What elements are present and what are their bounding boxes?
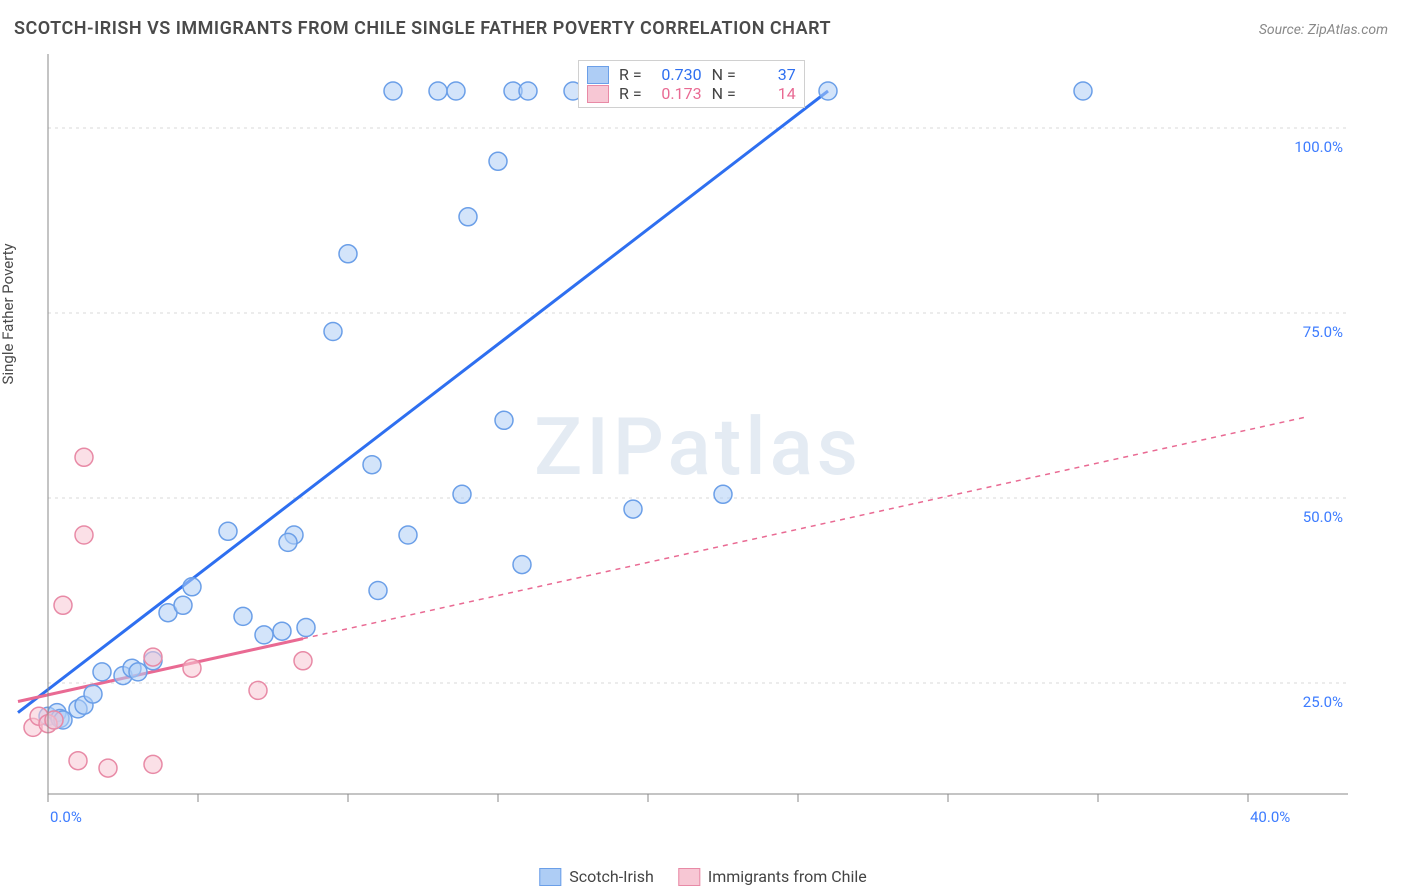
svg-text:0.0%: 0.0% <box>50 808 82 826</box>
stats-row: R = 0.730 N = 37 <box>587 65 796 84</box>
r-value: 0.730 <box>652 65 702 84</box>
source-attribution: Source: ZipAtlas.com <box>1259 22 1388 38</box>
chart-title: SCOTCH-IRISH VS IMMIGRANTS FROM CHILE SI… <box>14 18 831 39</box>
stats-legend: R = 0.730 N = 37 R = 0.173 N = 14 <box>578 60 805 108</box>
r-label: R = <box>619 65 642 84</box>
n-label: N = <box>712 65 736 84</box>
scatter-plot: ZIPatlas 25.0% 50.0% 75.0% 100.0% 0.0% 40.0% <box>48 54 1348 824</box>
legend-swatch-chile <box>678 868 700 886</box>
legend-swatch-scotch-irish <box>539 868 561 886</box>
legend-label: Immigrants from Chile <box>708 867 867 886</box>
watermark: ZIPatlas <box>534 400 862 494</box>
plot-area: ZIPatlas 25.0%50.0%75.0%100.0%0.0%40.0% … <box>48 54 1348 824</box>
n-value: 37 <box>746 65 796 84</box>
svg-text:100.0%: 100.0% <box>1294 138 1343 156</box>
svg-text:40.0%: 40.0% <box>1250 808 1290 826</box>
stats-row: R = 0.173 N = 14 <box>587 84 796 103</box>
svg-text:75.0%: 75.0% <box>1303 323 1343 341</box>
n-label: N = <box>712 84 736 103</box>
legend-swatch-scotch-irish <box>587 66 609 84</box>
legend-label: Scotch-Irish <box>569 867 654 886</box>
r-label: R = <box>619 84 642 103</box>
chart-container: SCOTCH-IRISH VS IMMIGRANTS FROM CHILE SI… <box>0 0 1406 892</box>
r-value: 0.173 <box>652 84 702 103</box>
legend-item-chile: Immigrants from Chile <box>678 867 867 886</box>
svg-text:25.0%: 25.0% <box>1303 693 1343 711</box>
y-axis-label: Single Father Poverty <box>0 243 17 384</box>
series-legend: Scotch-Irish Immigrants from Chile <box>539 867 866 886</box>
legend-swatch-chile <box>587 85 609 103</box>
legend-item-scotch-irish: Scotch-Irish <box>539 867 654 886</box>
svg-text:50.0%: 50.0% <box>1303 508 1343 526</box>
n-value: 14 <box>746 84 796 103</box>
